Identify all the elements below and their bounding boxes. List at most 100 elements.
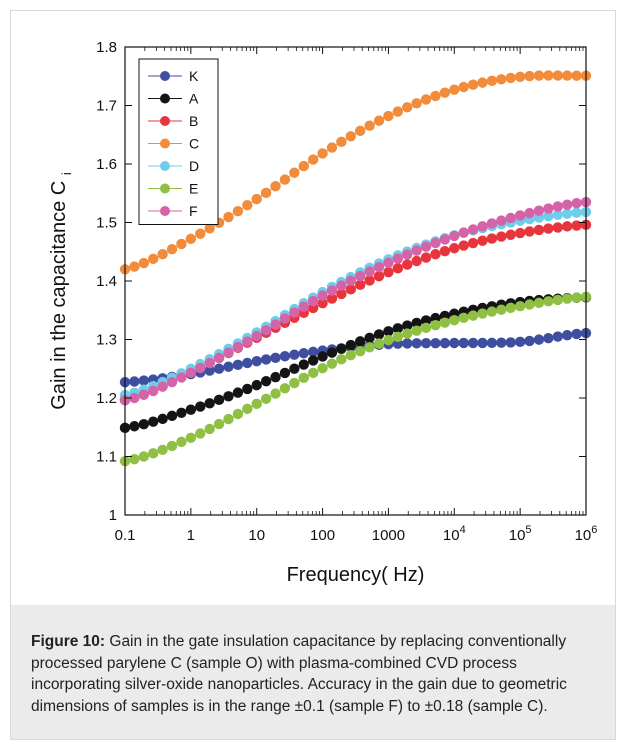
data-point bbox=[514, 300, 526, 312]
series-C bbox=[119, 70, 592, 275]
data-point bbox=[185, 404, 197, 415]
data-point bbox=[458, 240, 469, 251]
data-point bbox=[157, 381, 168, 392]
data-point bbox=[420, 322, 432, 334]
data-point bbox=[543, 210, 554, 222]
legend-marker-F bbox=[160, 206, 170, 216]
data-point bbox=[289, 363, 300, 374]
data-point bbox=[289, 349, 300, 360]
data-point bbox=[439, 87, 451, 98]
data-point bbox=[129, 376, 140, 387]
data-point bbox=[204, 365, 215, 376]
legend-label-F: F bbox=[189, 203, 198, 219]
series-E bbox=[119, 291, 592, 467]
data-point bbox=[430, 249, 441, 260]
data-point bbox=[242, 336, 253, 347]
data-point bbox=[430, 90, 441, 102]
data-point bbox=[514, 336, 526, 348]
data-point bbox=[176, 372, 187, 383]
x-tick-label: 1000 bbox=[372, 527, 405, 544]
data-point bbox=[176, 238, 187, 250]
legend-marker-K bbox=[160, 71, 170, 81]
data-point bbox=[166, 440, 178, 452]
data-point bbox=[364, 275, 375, 286]
x-tick-label: 100 bbox=[310, 527, 335, 544]
data-point bbox=[552, 209, 563, 221]
data-point bbox=[345, 284, 356, 295]
data-point bbox=[392, 253, 404, 264]
data-point bbox=[223, 361, 234, 372]
data-point bbox=[383, 326, 394, 337]
data-point bbox=[449, 314, 460, 326]
data-point bbox=[411, 325, 422, 336]
data-point bbox=[298, 348, 309, 359]
data-point bbox=[260, 187, 272, 199]
data-point bbox=[129, 421, 140, 432]
data-point bbox=[317, 298, 328, 309]
data-point bbox=[251, 379, 262, 391]
data-point bbox=[204, 357, 215, 369]
legend-marker-A bbox=[160, 93, 170, 104]
data-point bbox=[477, 221, 488, 232]
figure-caption: Figure 10: Gain in the gate insulation c… bbox=[11, 605, 615, 739]
data-point bbox=[458, 227, 469, 238]
data-point bbox=[251, 355, 262, 367]
data-point bbox=[242, 383, 253, 395]
y-axis-label: Gain in the capacitance C i bbox=[48, 172, 74, 410]
data-point bbox=[298, 301, 309, 312]
data-point bbox=[514, 71, 526, 83]
data-point bbox=[242, 357, 253, 369]
data-point bbox=[458, 312, 469, 324]
data-point bbox=[289, 307, 300, 318]
data-point bbox=[232, 387, 244, 398]
data-point bbox=[449, 243, 460, 254]
data-point bbox=[505, 302, 516, 314]
data-point bbox=[148, 253, 159, 265]
legend-label-E: E bbox=[189, 181, 198, 197]
data-point bbox=[279, 351, 291, 362]
data-point bbox=[185, 367, 197, 379]
data-point bbox=[552, 294, 563, 306]
data-point bbox=[307, 367, 319, 379]
data-point bbox=[571, 292, 582, 303]
data-point bbox=[449, 337, 460, 349]
data-point bbox=[232, 341, 244, 353]
data-point bbox=[552, 70, 563, 81]
data-point bbox=[270, 352, 281, 364]
y-tick-label: 1.2 bbox=[96, 390, 117, 407]
y-tick-label: 1.5 bbox=[96, 215, 117, 232]
series-F bbox=[119, 196, 592, 406]
data-point bbox=[195, 428, 206, 439]
x-axis-label: Frequency( Hz) bbox=[287, 564, 425, 586]
data-point bbox=[383, 334, 394, 346]
data-point bbox=[477, 235, 488, 246]
data-point bbox=[561, 199, 573, 210]
data-point bbox=[279, 383, 291, 394]
data-point bbox=[364, 332, 375, 344]
data-point bbox=[543, 296, 554, 307]
legend-marker-B bbox=[160, 116, 170, 126]
legend-label-K: K bbox=[189, 68, 199, 84]
data-point bbox=[505, 337, 516, 348]
data-point bbox=[496, 304, 507, 315]
x-tick-label: 106 bbox=[575, 524, 598, 544]
data-point bbox=[148, 385, 159, 397]
data-point bbox=[561, 208, 573, 219]
data-point bbox=[270, 319, 281, 330]
data-point bbox=[129, 261, 140, 272]
data-point bbox=[543, 203, 554, 214]
data-point bbox=[561, 329, 573, 341]
caption-text: Gain in the gate insulation capacitance … bbox=[31, 633, 567, 715]
data-point bbox=[392, 106, 404, 117]
data-point bbox=[251, 398, 262, 410]
data-point bbox=[486, 233, 498, 244]
data-point bbox=[383, 110, 394, 122]
data-point bbox=[373, 115, 385, 126]
data-point bbox=[166, 376, 178, 388]
data-point bbox=[138, 389, 150, 400]
data-point bbox=[260, 325, 272, 336]
data-point bbox=[571, 207, 582, 218]
data-point bbox=[411, 245, 422, 256]
data-point bbox=[289, 167, 300, 178]
